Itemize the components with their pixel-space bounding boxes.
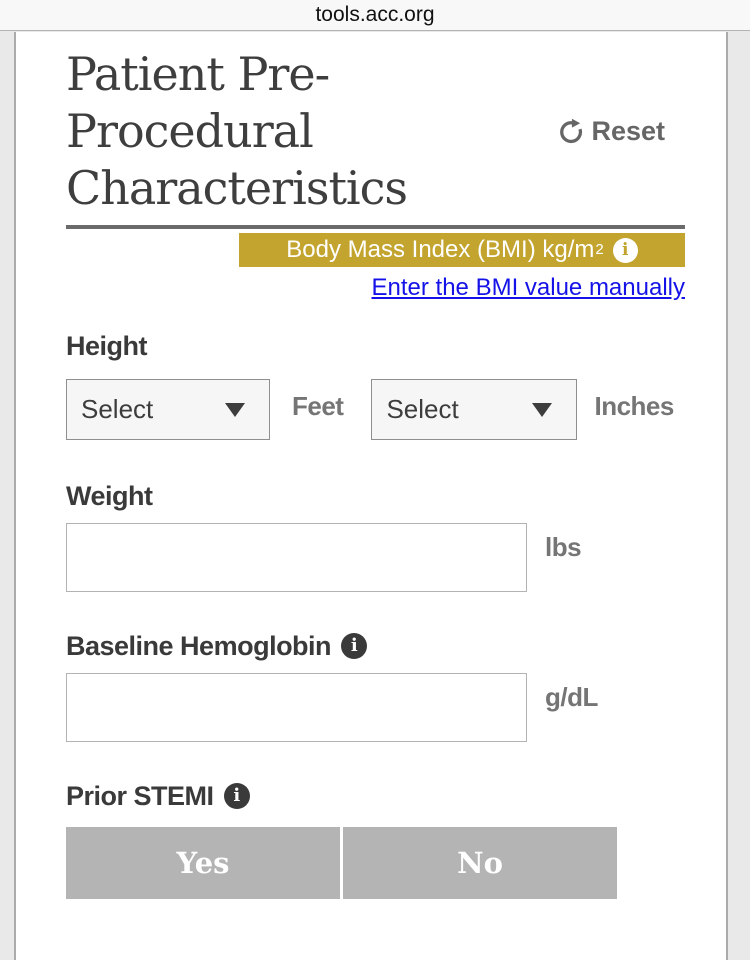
address-bar-url[interactable]: tools.acc.org bbox=[315, 3, 435, 26]
height-label: Height bbox=[66, 332, 685, 360]
page-header: Patient Pre-Procedural Characteristics R… bbox=[66, 46, 685, 217]
prior-stemi-no-button[interactable]: No bbox=[343, 827, 617, 899]
weight-input-row: lbs bbox=[66, 523, 685, 592]
page-title: Patient Pre-Procedural Characteristics bbox=[66, 47, 408, 215]
prior-stemi-yes-button[interactable]: Yes bbox=[66, 827, 340, 899]
page-sheet: Patient Pre-Procedural Characteristics R… bbox=[14, 32, 728, 960]
address-bar[interactable]: tools.acc.org bbox=[0, 0, 750, 31]
enter-bmi-manually-link[interactable]: Enter the BMI value manually bbox=[371, 274, 686, 301]
title-divider bbox=[66, 225, 685, 229]
inches-unit-label: Inches bbox=[594, 391, 674, 421]
caret-down-icon bbox=[225, 402, 245, 417]
bmi-banner-text: Body Mass Index (BMI) kg/m bbox=[286, 236, 595, 263]
hemoglobin-input[interactable] bbox=[66, 673, 527, 742]
caret-down-icon bbox=[532, 402, 553, 417]
height-feet-select-value: Select bbox=[81, 394, 154, 424]
weight-label: Weight bbox=[66, 482, 685, 510]
height-feet-select[interactable]: Select bbox=[66, 379, 270, 440]
hemoglobin-input-row: g/dL bbox=[66, 673, 685, 742]
prior-stemi-toggle: Yes No bbox=[66, 827, 617, 899]
hemoglobin-label-text: Baseline Hemoglobin bbox=[66, 631, 332, 661]
weight-label-text: Weight bbox=[66, 481, 153, 511]
bmi-link-row: Enter the BMI value manually bbox=[66, 274, 686, 302]
reset-button-label: Reset bbox=[591, 116, 665, 146]
prior-stemi-label-text: Prior STEMI bbox=[66, 781, 214, 811]
info-circle-icon[interactable]: i bbox=[612, 237, 638, 263]
gdl-unit-label: g/dL bbox=[545, 682, 598, 712]
refresh-icon bbox=[557, 118, 584, 145]
bmi-banner: Body Mass Index (BMI) kg/m 2 i bbox=[239, 233, 685, 267]
weight-input[interactable] bbox=[66, 523, 527, 592]
height-label-text: Height bbox=[66, 331, 148, 361]
height-inches-select-value: Select bbox=[386, 394, 459, 424]
reset-button[interactable]: Reset bbox=[557, 116, 665, 147]
hemoglobin-label: Baseline Hemoglobin i bbox=[66, 632, 685, 660]
prior-stemi-label: Prior STEMI i bbox=[66, 782, 685, 810]
height-inches-select[interactable]: Select bbox=[371, 379, 578, 440]
height-select-row: Select Feet Select Inches bbox=[66, 379, 685, 440]
info-circle-icon[interactable]: i bbox=[223, 783, 250, 809]
lbs-unit-label: lbs bbox=[545, 532, 582, 562]
info-circle-icon[interactable]: i bbox=[341, 633, 368, 659]
form-content: Patient Pre-Procedural Characteristics R… bbox=[16, 32, 726, 899]
feet-unit-label: Feet bbox=[292, 391, 344, 421]
